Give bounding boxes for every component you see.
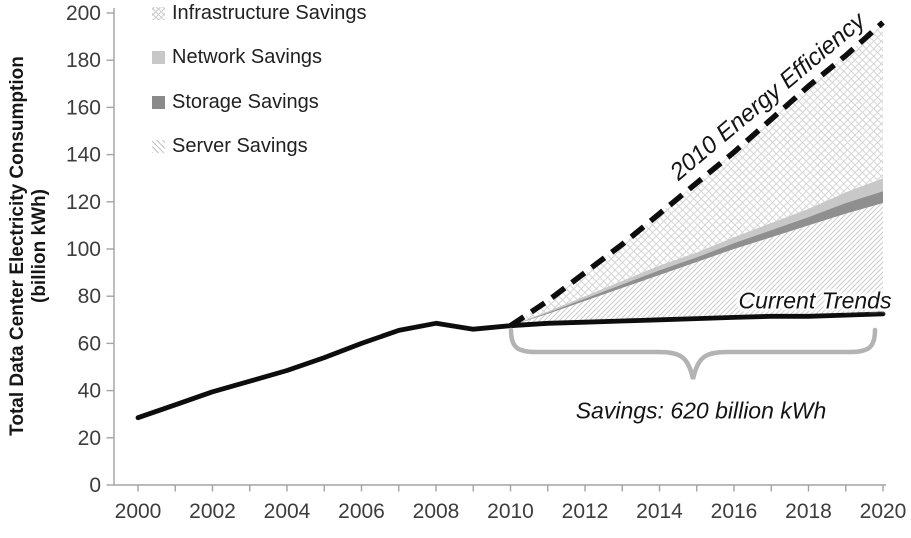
storage-savings-swatch-icon — [152, 95, 165, 109]
savings-annotation: Savings: 620 billion kWh — [575, 397, 827, 424]
y-axis-tick-label: 140 — [66, 144, 101, 167]
legend-label: Infrastructure Savings — [172, 1, 367, 24]
network-savings-swatch-icon — [152, 51, 165, 64]
legend-item-storage: Storage Savings — [152, 91, 367, 113]
infrastructure-savings-area — [510, 22, 883, 326]
y-axis-tick-label: 120 — [66, 191, 101, 214]
legend-item-server: Server Savings — [152, 135, 367, 158]
legend-item-infrastructure: Infrastructure Savings — [152, 2, 367, 24]
brace-path — [508, 327, 878, 380]
y-axis-tick-label: 80 — [78, 285, 101, 308]
y-axis-tick-label: 180 — [66, 49, 101, 72]
network-savings-area — [510, 178, 883, 326]
x-axis-tick-label: 2000 — [115, 500, 162, 523]
x-axis-tick-label: 2012 — [562, 500, 609, 523]
x-axis-tick-label: 2016 — [711, 500, 758, 523]
y-axis-tick-label: 100 — [66, 238, 101, 261]
y-axis-tick-label: 0 — [89, 474, 101, 497]
x-axis-tick-label: 2006 — [338, 500, 385, 523]
x-axis-tick-label: 2002 — [189, 500, 236, 523]
efficiency-2010-line — [508, 20, 885, 328]
x-axis-tick-label: 2020 — [860, 500, 907, 523]
legend-label: Server Savings — [172, 135, 308, 157]
current-trends-label: Current Trends — [738, 287, 892, 314]
x-axis-tick-label: 2004 — [264, 500, 311, 523]
current-trends-line — [135, 311, 886, 421]
legend-label: Network Savings — [172, 46, 323, 68]
storage-savings-area — [510, 191, 883, 326]
legend-label: Storage Savings — [172, 90, 319, 113]
infrastructure-savings-swatch-icon — [152, 6, 165, 20]
y-axis-title: Total Data Center Electricity Consumptio… — [7, 56, 50, 436]
legend: Infrastructure Savings Network Savings S… — [152, 2, 367, 158]
server-savings-swatch-icon — [152, 140, 165, 153]
legend-item-network: Network Savings — [152, 46, 367, 69]
axes: 0 20 40 60 80 100 120 140 160 180 200 2000 2002 2004 2… — [66, 2, 906, 523]
x-axis-tick-label: 2010 — [487, 500, 534, 523]
server-savings-area — [510, 203, 883, 326]
x-axis-tick-label: 2018 — [785, 500, 832, 523]
series-lines — [135, 20, 886, 421]
y-axis-tick-label: 160 — [66, 96, 101, 119]
y-axis-tick-label: 40 — [78, 380, 101, 403]
y-axis-tick-label: 20 — [78, 427, 101, 450]
x-axis-tick-label: 2008 — [413, 500, 460, 523]
y-axis-tick-label: 200 — [66, 2, 101, 25]
savings-brace — [508, 327, 878, 380]
y-axis-tick-label: 60 — [78, 332, 101, 355]
savings-areas — [510, 22, 883, 326]
x-axis-tick-label: 2014 — [636, 500, 683, 523]
